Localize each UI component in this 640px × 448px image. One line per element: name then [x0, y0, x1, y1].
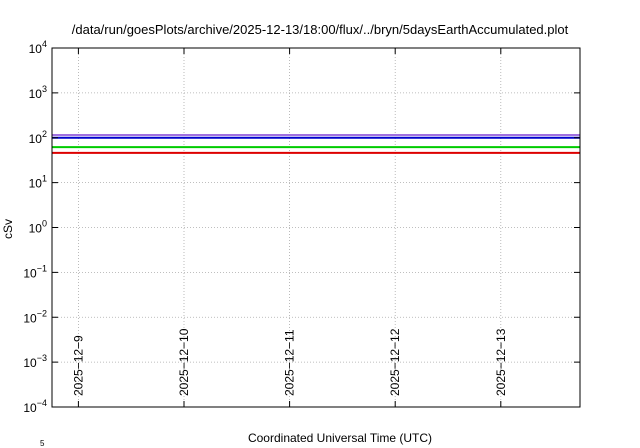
- y-tick-label: 10−4: [23, 398, 47, 415]
- y-tick-label: 100: [29, 219, 47, 236]
- chart-title: /data/run/goesPlots/archive/2025-12-13/1…: [71, 22, 569, 37]
- x-tick-label: 2025−12−12: [388, 328, 402, 396]
- y-tick-label: 101: [29, 174, 47, 191]
- y-tick-label: 10−3: [23, 353, 47, 370]
- x-tick-label: 2025−12−9: [71, 335, 85, 396]
- y-tick-label: 10−2: [23, 308, 47, 325]
- y-tick-label: 103: [29, 84, 47, 101]
- y-tick-label: 102: [29, 129, 47, 146]
- x-tick-label: 2025−12−11: [283, 329, 297, 396]
- y-tick-label: 10−1: [23, 263, 47, 280]
- y-tick-label: 104: [29, 39, 47, 56]
- cutoff-text: 5: [40, 439, 45, 448]
- x-tick-label: 2025−12−10: [177, 328, 191, 396]
- x-axis-label: Coordinated Universal Time (UTC): [247, 431, 433, 445]
- y-axis-label: cSv: [1, 218, 16, 240]
- x-tick-label: 2025−12−13: [494, 328, 508, 396]
